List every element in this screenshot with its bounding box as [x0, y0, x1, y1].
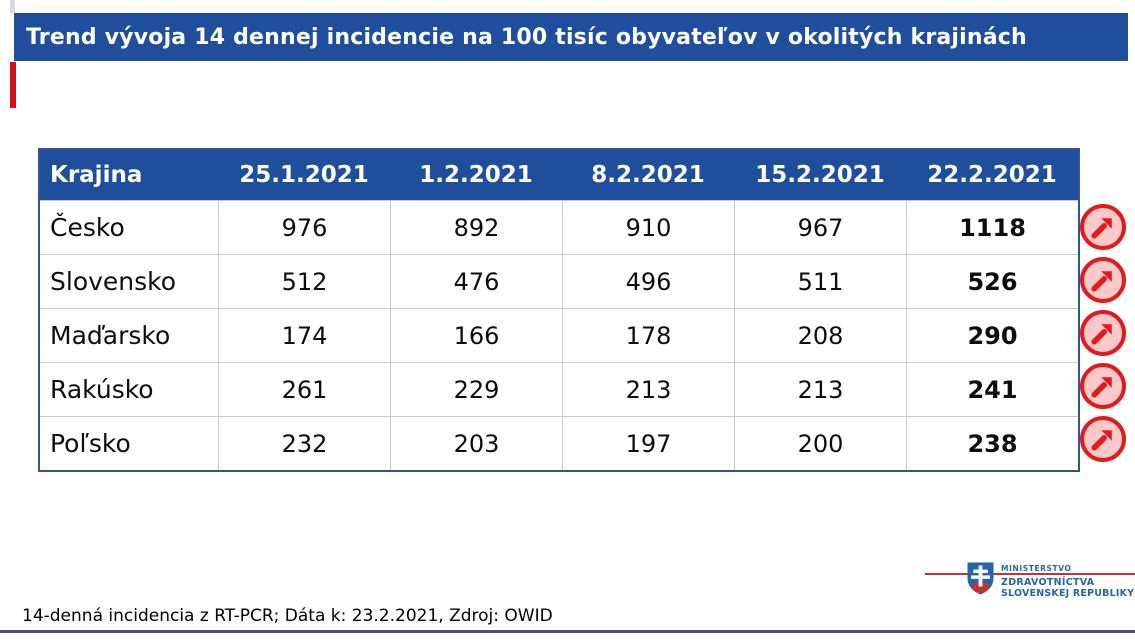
table-row: Slovensko 512 476 496 511 526	[40, 254, 1078, 308]
red-accent-bar	[10, 62, 16, 108]
logo-text-line1: MINISTERSTVO	[1001, 564, 1072, 573]
country-cell: Rakúsko	[50, 375, 154, 404]
value-cell-latest: 1118	[906, 201, 1078, 254]
value-cell: 213	[562, 363, 734, 416]
value-cell: 967	[734, 201, 906, 254]
source-note: 14-denná incidencia z RT-PCR; Dáta k: 23…	[22, 606, 553, 626]
value-cell: 232	[218, 417, 390, 470]
value-cell: 229	[390, 363, 562, 416]
logo-text-line3: SLOVENSKEJ REPUBLIKY	[1001, 588, 1135, 599]
value-cell: 892	[390, 201, 562, 254]
table-row: Maďarsko 174 166 178 208 290	[40, 308, 1078, 362]
value-cell-latest: 241	[906, 363, 1078, 416]
value-cell: 976	[218, 201, 390, 254]
value-cell: 203	[390, 417, 562, 470]
table-row: Poľsko 232 203 197 200 238	[40, 416, 1078, 470]
table-row: Rakúsko 261 229 213 213 241	[40, 362, 1078, 416]
value-cell: 208	[734, 309, 906, 362]
value-cell: 910	[562, 201, 734, 254]
header-cell-date: 15.2.2021	[755, 162, 885, 188]
page-title: Trend vývoja 14 dennej incidencie na 100…	[26, 24, 1027, 50]
country-cell: Poľsko	[50, 429, 131, 458]
value-cell-latest: 526	[906, 255, 1078, 308]
value-cell: 178	[562, 309, 734, 362]
table-row: Česko 976 892 910 967 1118	[40, 200, 1078, 254]
logo-text-line2: ZDRAVOTNÍCTVA	[1001, 577, 1095, 588]
header-cell-date: 1.2.2021	[419, 162, 533, 188]
header-cell-country: Krajina	[50, 162, 143, 188]
value-cell: 174	[218, 309, 390, 362]
value-cell: 476	[390, 255, 562, 308]
incidence-table: Krajina 25.1.2021 1.2.2021 8.2.2021 15.2…	[38, 148, 1080, 472]
bottom-divider-bar	[0, 630, 1135, 633]
value-cell-latest: 290	[906, 309, 1078, 362]
value-cell: 512	[218, 255, 390, 308]
value-cell: 213	[734, 363, 906, 416]
table-header-row: Krajina 25.1.2021 1.2.2021 8.2.2021 15.2…	[40, 150, 1078, 200]
trend-up-icon	[1080, 257, 1126, 303]
trend-up-icon	[1080, 310, 1126, 356]
trend-up-icon	[1080, 416, 1126, 462]
header-cell-date: 8.2.2021	[591, 162, 705, 188]
header-cell-date: 25.1.2021	[239, 162, 369, 188]
value-cell: 511	[734, 255, 906, 308]
value-cell: 166	[390, 309, 562, 362]
logo-red-line	[925, 573, 1135, 575]
country-cell: Maďarsko	[50, 321, 171, 350]
slovak-coat-of-arms-icon	[966, 561, 995, 597]
header-cell-date: 22.2.2021	[927, 162, 1057, 188]
value-cell: 200	[734, 417, 906, 470]
top-left-gray-tab	[10, 0, 15, 13]
title-band: Trend vývoja 14 dennej incidencie na 100…	[14, 13, 1128, 61]
country-cell: Česko	[50, 213, 125, 242]
value-cell: 496	[562, 255, 734, 308]
trend-up-icon	[1080, 363, 1126, 409]
value-cell: 261	[218, 363, 390, 416]
value-cell-latest: 238	[906, 417, 1078, 470]
country-cell: Slovensko	[50, 267, 177, 296]
trend-up-icon	[1080, 204, 1126, 250]
value-cell: 197	[562, 417, 734, 470]
